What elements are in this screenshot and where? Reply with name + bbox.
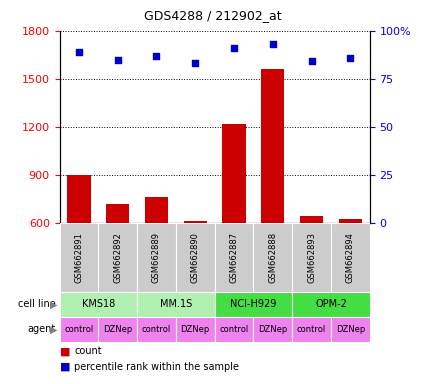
Text: cell line: cell line	[17, 299, 55, 310]
Bar	[176, 317, 215, 342]
Bar	[176, 223, 215, 292]
Bar	[145, 197, 168, 223]
Text: control: control	[219, 325, 249, 334]
Bar	[67, 175, 91, 223]
Bar	[98, 317, 137, 342]
Bar	[292, 292, 370, 317]
Bar	[60, 223, 98, 292]
Text: ▶: ▶	[50, 299, 57, 310]
Text: ▶: ▶	[50, 324, 57, 334]
Text: control: control	[142, 325, 171, 334]
Text: control: control	[297, 325, 326, 334]
Bar	[215, 292, 292, 317]
Text: NCI-H929: NCI-H929	[230, 299, 277, 310]
Point	[231, 45, 238, 51]
Text: GSM662892: GSM662892	[113, 232, 122, 283]
Bar	[137, 292, 215, 317]
Text: GSM662887: GSM662887	[230, 232, 238, 283]
Text: GSM662891: GSM662891	[74, 232, 83, 283]
Bar	[215, 317, 253, 342]
Bar	[137, 317, 176, 342]
Point	[153, 53, 160, 59]
Text: GSM662888: GSM662888	[268, 232, 277, 283]
Text: ■: ■	[60, 346, 70, 356]
Text: percentile rank within the sample: percentile rank within the sample	[74, 362, 239, 372]
Point	[308, 58, 315, 65]
Bar	[331, 317, 370, 342]
Text: OPM-2: OPM-2	[315, 299, 347, 310]
Point	[192, 60, 198, 66]
Text: DZNep: DZNep	[181, 325, 210, 334]
Text: KMS18: KMS18	[82, 299, 115, 310]
Bar	[292, 317, 331, 342]
Text: GSM662889: GSM662889	[152, 232, 161, 283]
Bar	[253, 317, 292, 342]
Bar	[98, 223, 137, 292]
Bar	[331, 223, 370, 292]
Point	[347, 55, 354, 61]
Bar	[137, 223, 176, 292]
Text: DZNep: DZNep	[103, 325, 132, 334]
Bar	[222, 124, 246, 223]
Bar	[300, 215, 323, 223]
Text: agent: agent	[27, 324, 55, 334]
Point	[76, 49, 82, 55]
Bar	[184, 222, 207, 223]
Bar	[292, 223, 331, 292]
Bar	[60, 292, 137, 317]
Text: DZNep: DZNep	[258, 325, 287, 334]
Bar	[60, 317, 98, 342]
Bar	[215, 223, 253, 292]
Bar	[261, 69, 284, 223]
Text: GDS4288 / 212902_at: GDS4288 / 212902_at	[144, 9, 281, 22]
Point	[114, 56, 121, 63]
Bar	[106, 204, 129, 223]
Text: GSM662890: GSM662890	[191, 232, 200, 283]
Text: GSM662893: GSM662893	[307, 232, 316, 283]
Text: MM.1S: MM.1S	[160, 299, 192, 310]
Text: ■: ■	[60, 362, 70, 372]
Bar	[339, 219, 362, 223]
Text: GSM662894: GSM662894	[346, 232, 355, 283]
Text: count: count	[74, 346, 102, 356]
Bar	[253, 223, 292, 292]
Text: control: control	[64, 325, 94, 334]
Text: DZNep: DZNep	[336, 325, 365, 334]
Point	[269, 41, 276, 47]
